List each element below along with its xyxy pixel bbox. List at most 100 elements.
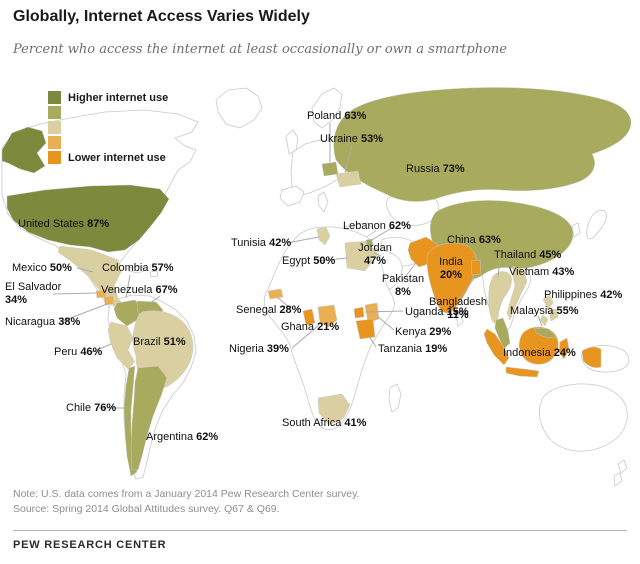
country-shape-java bbox=[505, 366, 540, 378]
country-shape-uganda bbox=[353, 306, 365, 319]
country-shape-tanzania bbox=[355, 318, 376, 340]
country-shape-sumatra bbox=[483, 328, 510, 366]
country-shape-argentina bbox=[130, 365, 168, 471]
country-name: Jordan bbox=[358, 242, 392, 254]
country-label-philippines: Philippines 42% bbox=[544, 289, 622, 302]
legend-swatch-higher bbox=[48, 91, 61, 104]
page-subtitle: Percent who access the internet at least… bbox=[13, 42, 507, 57]
country-name: Nigeria bbox=[229, 343, 264, 355]
country-name: Russia bbox=[406, 163, 440, 175]
country-shape-west-new-guinea bbox=[581, 347, 602, 368]
country-name: Chile bbox=[66, 402, 92, 414]
brand-wordmark: PEW RESEARCH CENTER bbox=[13, 539, 167, 551]
footer-divider bbox=[13, 530, 627, 531]
country-shape-india bbox=[426, 242, 477, 314]
country-shape-colombia bbox=[113, 299, 142, 327]
country-pct: 38% bbox=[58, 316, 81, 328]
country-pct: 20% bbox=[439, 268, 463, 281]
country-pct: 42% bbox=[269, 237, 292, 249]
country-shape-senegal bbox=[267, 288, 284, 300]
surveyed-countries bbox=[1, 87, 632, 477]
country-label-peru: Peru 46% bbox=[54, 346, 102, 359]
country-name: Poland bbox=[307, 110, 342, 122]
country-shape-nicaragua bbox=[103, 295, 115, 306]
legend-swatch-2 bbox=[48, 106, 61, 119]
country-pct: 87% bbox=[87, 218, 110, 230]
country-name: Vietnam bbox=[509, 266, 550, 278]
country-label-russia: Russia 73% bbox=[406, 163, 465, 176]
country-label-china: China 63% bbox=[447, 234, 501, 247]
country-name: China bbox=[447, 234, 476, 246]
country-label-tunisia: Tunisia 42% bbox=[231, 237, 291, 250]
leader-lines bbox=[52, 123, 543, 409]
country-name: Tanzania bbox=[378, 343, 423, 355]
country-name: Malaysia bbox=[510, 305, 554, 317]
country-pct: 76% bbox=[94, 402, 117, 414]
country-shape-egypt bbox=[344, 240, 373, 272]
country-name: Bangladesh bbox=[428, 296, 488, 308]
country-pct: 8% bbox=[395, 285, 411, 298]
country-name: India bbox=[439, 256, 463, 268]
country-pct: 41% bbox=[344, 417, 367, 429]
country-pct: 29% bbox=[429, 326, 452, 338]
country-name: Mexico bbox=[12, 262, 47, 274]
country-label-india: India 20% bbox=[433, 256, 469, 281]
country-pct: 51% bbox=[163, 336, 186, 348]
land-greenland bbox=[215, 87, 263, 129]
country-name: South Africa bbox=[282, 417, 342, 429]
country-pct: 47% bbox=[363, 254, 387, 267]
country-label-egypt: Egypt 50% bbox=[282, 255, 335, 268]
country-name: Philippines bbox=[544, 289, 598, 301]
country-label-ghana: Ghana 21% bbox=[281, 321, 339, 334]
page-title: Globally, Internet Access Varies Widely bbox=[13, 8, 310, 25]
country-label-brazil: Brazil 51% bbox=[133, 336, 186, 349]
country-pct: 62% bbox=[196, 431, 219, 443]
country-shape-alaska bbox=[1, 126, 47, 174]
country-pct: 62% bbox=[388, 220, 411, 232]
country-name: Kenya bbox=[395, 326, 427, 338]
country-shape-ghana bbox=[302, 308, 316, 326]
country-pct: 55% bbox=[556, 305, 579, 317]
legend-swatch-lower bbox=[48, 151, 61, 164]
country-shape-ukraine bbox=[335, 170, 362, 188]
country-shape-poland bbox=[321, 161, 339, 177]
country-pct: 57% bbox=[151, 262, 174, 274]
country-label-venezuela: Venezuela 67% bbox=[101, 284, 177, 297]
country-name: Pakistan bbox=[381, 273, 425, 285]
country-label-poland: Poland 63% bbox=[307, 110, 366, 123]
note-line-2: Source: Spring 2014 Global Attitudes sur… bbox=[13, 503, 280, 515]
country-pct: 34% bbox=[5, 293, 28, 306]
country-name: El Salvador bbox=[5, 281, 62, 293]
country-pct: 63% bbox=[478, 234, 501, 246]
legend: Higher internet use Lower internet use bbox=[48, 91, 168, 166]
country-pct: 43% bbox=[552, 266, 575, 278]
country-name: Senegal bbox=[236, 304, 277, 316]
note-line-1: Note: U.S. data comes from a January 201… bbox=[13, 488, 360, 500]
country-pct: 28% bbox=[279, 304, 302, 316]
country-name: Ukraine bbox=[320, 133, 358, 145]
country-shape-lebanon bbox=[365, 238, 374, 248]
country-pct: 11% bbox=[447, 308, 469, 321]
country-label-nicaragua: Nicaragua 38% bbox=[5, 316, 80, 329]
country-name: United States bbox=[18, 218, 85, 230]
legend-swatch-3 bbox=[48, 121, 61, 134]
country-shape-bangladesh bbox=[470, 259, 482, 276]
country-pct: 63% bbox=[344, 110, 367, 122]
country-pct: 73% bbox=[442, 163, 465, 175]
country-label-chile: Chile 76% bbox=[66, 402, 116, 415]
country-pct: 21% bbox=[317, 321, 340, 333]
country-name: Nicaragua bbox=[5, 316, 56, 328]
country-label-el-salvador: El Salvador 34% bbox=[5, 281, 75, 306]
country-label-vietnam: Vietnam 43% bbox=[509, 266, 574, 279]
country-label-united-states: United States 87% bbox=[18, 218, 109, 231]
country-name: Argentina bbox=[146, 431, 194, 443]
country-shape-kenya bbox=[364, 302, 380, 324]
country-shape-sulawesi bbox=[558, 337, 570, 360]
country-name: Lebanon bbox=[343, 220, 386, 232]
country-label-malaysia: Malaysia 55% bbox=[510, 305, 579, 318]
country-name: Indonesia bbox=[503, 347, 551, 359]
country-shape-thailand bbox=[488, 271, 512, 324]
country-shape-united-states bbox=[6, 184, 170, 253]
